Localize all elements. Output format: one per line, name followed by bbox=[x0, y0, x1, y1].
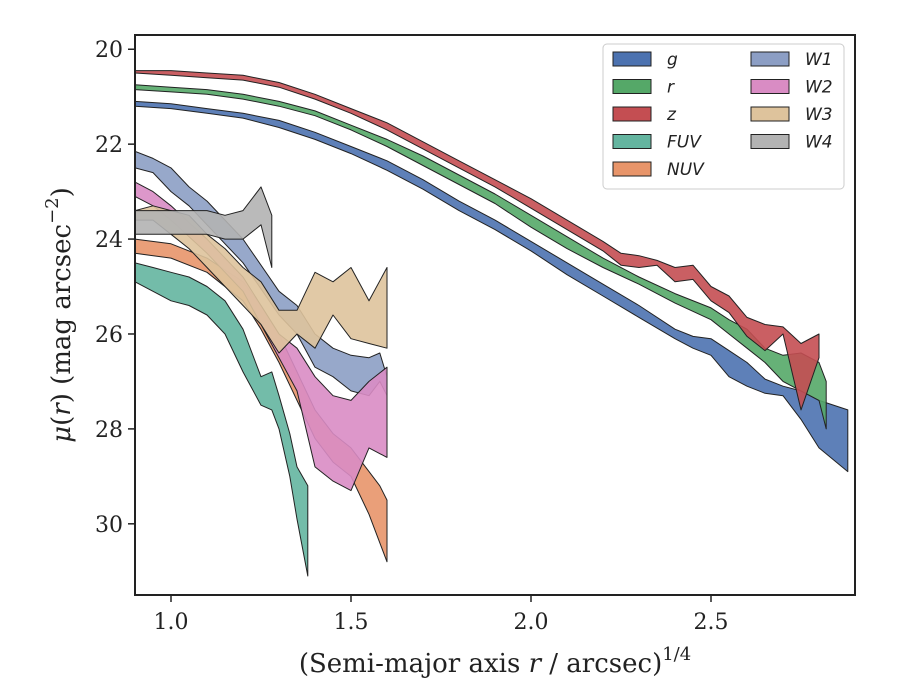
band-w4 bbox=[135, 186, 273, 268]
legend-label-fuv: FUV bbox=[667, 133, 702, 153]
x-axis-ticks: 1.0 1.5 2.0 2.5 bbox=[154, 595, 729, 635]
legend-label-z: z bbox=[666, 105, 677, 125]
legend-label-g: g bbox=[667, 50, 678, 70]
legend-swatch-g bbox=[612, 51, 652, 67]
legend-swatch-w2 bbox=[750, 79, 790, 94]
legend-swatch-fuv bbox=[612, 134, 652, 149]
band-layer bbox=[135, 70, 849, 577]
y-tick-label: 20 bbox=[95, 38, 123, 63]
y-axis-title: μ(r) (mag arcsec−2) bbox=[42, 187, 77, 443]
x-tick-label: 2.5 bbox=[694, 610, 729, 635]
y-tick-label: 26 bbox=[95, 323, 123, 348]
legend-swatch-w1 bbox=[750, 51, 790, 67]
x-tick-label: 1.0 bbox=[154, 610, 189, 635]
y-axis-ticks: 20 22 24 26 28 30 bbox=[95, 38, 135, 538]
x-tick-label: 1.5 bbox=[334, 610, 369, 635]
legend-swatch-w3 bbox=[750, 106, 790, 122]
y-tick-label: 30 bbox=[95, 513, 123, 538]
x-axis-title: (Semi-major axis r / arcsec)1/4 bbox=[299, 644, 691, 679]
y-tick-label: 22 bbox=[95, 133, 123, 158]
y-tick-label: 28 bbox=[95, 418, 123, 443]
legend-swatch-z bbox=[612, 106, 652, 122]
legend-swatch-nuv bbox=[612, 161, 652, 177]
x-tick-label: 2.0 bbox=[514, 610, 549, 635]
band-z bbox=[135, 70, 820, 411]
legend-label-w2: W2 bbox=[805, 78, 833, 98]
band-r bbox=[135, 84, 827, 430]
y-tick-label: 24 bbox=[95, 228, 123, 253]
band-fuv bbox=[135, 262, 309, 577]
legend-label-w3: W3 bbox=[805, 105, 833, 125]
legend: grz FUV NUV W1 W2 W3 W4 bbox=[602, 43, 845, 190]
legend-label-w4: W4 bbox=[805, 133, 833, 153]
band-g bbox=[135, 100, 849, 473]
legend-label-w1: W1 bbox=[805, 50, 833, 70]
legend-label-nuv: NUV bbox=[667, 160, 705, 180]
legend-swatch-w4 bbox=[750, 134, 790, 149]
plot-frame bbox=[134, 34, 856, 596]
legend-swatch-r bbox=[612, 79, 652, 94]
legend-label-r: r bbox=[667, 78, 675, 98]
band-w3 bbox=[135, 205, 388, 354]
